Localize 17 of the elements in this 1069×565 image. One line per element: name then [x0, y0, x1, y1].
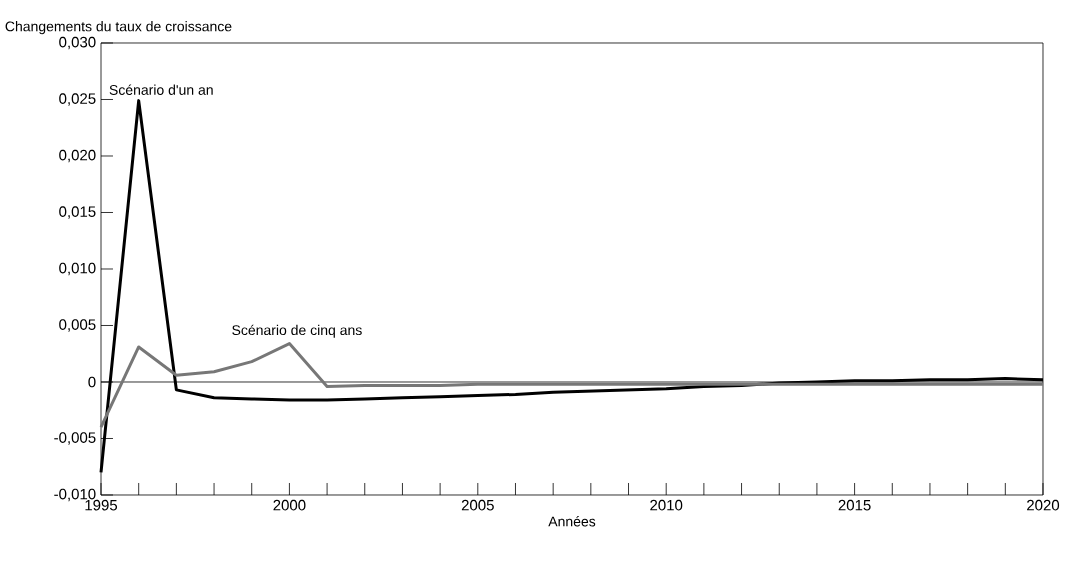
- y-axis-title: Changements du taux de croissance: [5, 21, 232, 35]
- series-label: Scénario d'un an: [109, 84, 213, 95]
- y-tick-label: 0,005: [59, 319, 96, 332]
- x-tick-label: 2005: [461, 499, 494, 511]
- x-tick-label: 2020: [1027, 499, 1060, 511]
- x-tick-label: 2000: [273, 499, 306, 511]
- y-tick-label: 0,025: [59, 93, 96, 106]
- y-tick-label: 0,010: [59, 262, 96, 276]
- y-tick-label: 0,015: [59, 206, 96, 219]
- series-label: Scénario de cinq ans: [232, 324, 362, 338]
- x-axis-title: Années: [548, 515, 596, 527]
- y-tick-label: 0: [88, 376, 96, 388]
- y-tick-label: 0,030: [59, 36, 96, 50]
- x-tick-label: 2010: [650, 499, 683, 511]
- y-tick-label: -0,005: [54, 432, 96, 445]
- y-tick-label: 0,020: [59, 149, 96, 163]
- x-tick-label: 2015: [838, 499, 871, 511]
